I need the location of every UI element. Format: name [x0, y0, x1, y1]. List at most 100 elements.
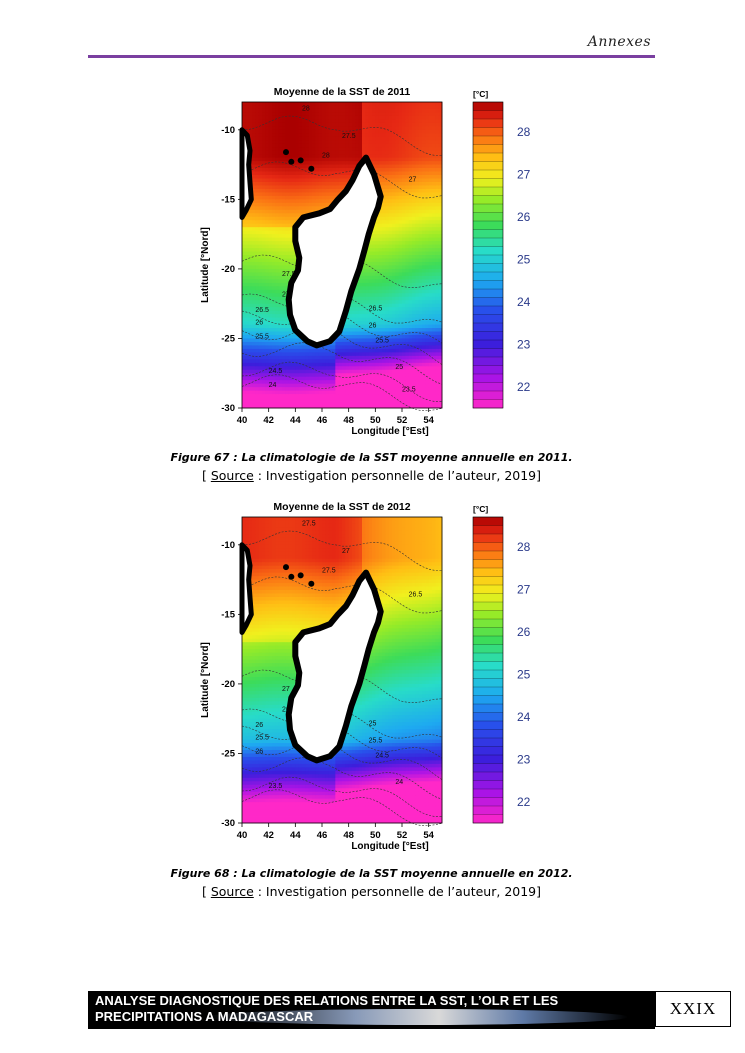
- sst-cell: [402, 251, 406, 256]
- header-rule: [88, 55, 655, 58]
- sst-cell: [255, 147, 260, 152]
- sst-cell: [382, 133, 386, 138]
- sst-cell: [342, 129, 346, 134]
- sst-cell: [372, 404, 376, 409]
- sst-cell: [348, 345, 353, 350]
- sst-cell: [352, 397, 356, 402]
- sst-cell: [352, 387, 356, 392]
- sst-cell: [342, 383, 346, 388]
- sst-cell: [425, 237, 430, 242]
- sst-cell: [382, 126, 386, 131]
- sst-cell: [378, 362, 383, 367]
- sst-cell: [415, 314, 420, 318]
- sst-cell: [335, 359, 340, 364]
- sst-cell: [252, 373, 256, 378]
- sst-cell: [405, 255, 410, 259]
- sst-cell: [385, 178, 390, 183]
- sst-cell: [305, 202, 310, 207]
- sst-cell: [425, 209, 430, 214]
- sst-cell: [412, 188, 416, 193]
- sst-cell: [258, 404, 263, 409]
- sst-cell: [388, 230, 393, 235]
- sst-cell: [332, 119, 336, 124]
- sst-cell: [352, 338, 356, 343]
- sst-cell: [405, 195, 410, 200]
- sst-cell: [378, 307, 383, 312]
- sst-cell: [382, 321, 386, 325]
- sst-cell: [402, 275, 406, 280]
- sst-cell: [342, 355, 346, 360]
- sst-cell: [338, 133, 343, 138]
- sst-cell: [335, 102, 340, 106]
- sst-cell: [248, 286, 253, 291]
- sst-cell: [305, 129, 310, 134]
- sst-cell: [405, 300, 410, 305]
- sst-cell: [262, 289, 266, 294]
- sst-cell: [298, 338, 303, 343]
- sst-cell: [312, 154, 316, 159]
- sst-cell: [385, 171, 390, 176]
- sst-cell: [295, 147, 300, 152]
- sst-cell: [345, 366, 350, 371]
- sst-cell: [405, 112, 410, 117]
- sst-cell: [298, 108, 303, 113]
- sst-cell: [242, 307, 246, 312]
- sst-cell: [408, 300, 413, 305]
- sst-cell: [372, 334, 376, 339]
- sst-cell: [375, 341, 380, 346]
- sst-cell: [352, 105, 356, 110]
- sst-cell: [408, 376, 413, 381]
- sst-cell: [355, 394, 360, 398]
- sst-cell: [245, 237, 250, 242]
- sst-cell: [405, 119, 410, 124]
- sst-cell: [258, 181, 263, 186]
- sst-cell: [282, 251, 286, 256]
- sst-cell: [392, 334, 396, 339]
- sst-cell: [392, 255, 396, 259]
- sst-cell: [345, 390, 350, 395]
- sst-cell: [345, 122, 350, 127]
- sst-cell: [268, 105, 273, 110]
- sst-cell: [312, 192, 316, 197]
- sst-cell: [278, 122, 283, 127]
- sst-cell: [375, 268, 380, 273]
- sst-cell: [255, 324, 260, 329]
- sst-cell: [388, 272, 393, 277]
- sst-cell: [322, 150, 326, 155]
- sst-cell: [365, 122, 370, 127]
- sst-cell: [325, 394, 330, 398]
- sst-cell: [418, 143, 423, 148]
- sst-cell: [242, 122, 246, 127]
- sst-cell: [272, 272, 276, 277]
- sst-cell: [302, 129, 306, 134]
- sst-cell: [292, 345, 296, 350]
- sst-cell: [322, 115, 326, 120]
- sst-cell: [408, 112, 413, 117]
- sst-cell: [255, 143, 260, 148]
- sst-cell: [372, 105, 376, 110]
- sst-cell: [412, 317, 416, 322]
- sst-cell: [265, 195, 270, 200]
- sst-cell: [335, 161, 340, 165]
- sst-cell: [375, 394, 380, 398]
- sst-cell: [412, 237, 416, 242]
- sst-cell: [388, 286, 393, 291]
- sst-cell: [428, 282, 433, 287]
- sst-cell: [272, 129, 276, 134]
- sst-cell: [265, 140, 270, 145]
- sst-cell: [312, 387, 316, 392]
- sst-cell: [288, 272, 293, 277]
- sst-cell: [415, 195, 420, 200]
- sst-cell: [292, 168, 296, 172]
- sst-cell: [372, 328, 376, 332]
- sst-cell: [392, 154, 396, 159]
- sst-cell: [408, 147, 413, 152]
- sst-cell: [365, 387, 370, 392]
- sst-cell: [392, 258, 396, 263]
- sst-cell: [278, 334, 283, 339]
- sst-cell: [348, 102, 353, 106]
- sst-cell: [308, 147, 313, 152]
- sst-cell: [422, 279, 426, 284]
- sst-cell: [378, 122, 383, 127]
- sst-cell: [312, 369, 316, 374]
